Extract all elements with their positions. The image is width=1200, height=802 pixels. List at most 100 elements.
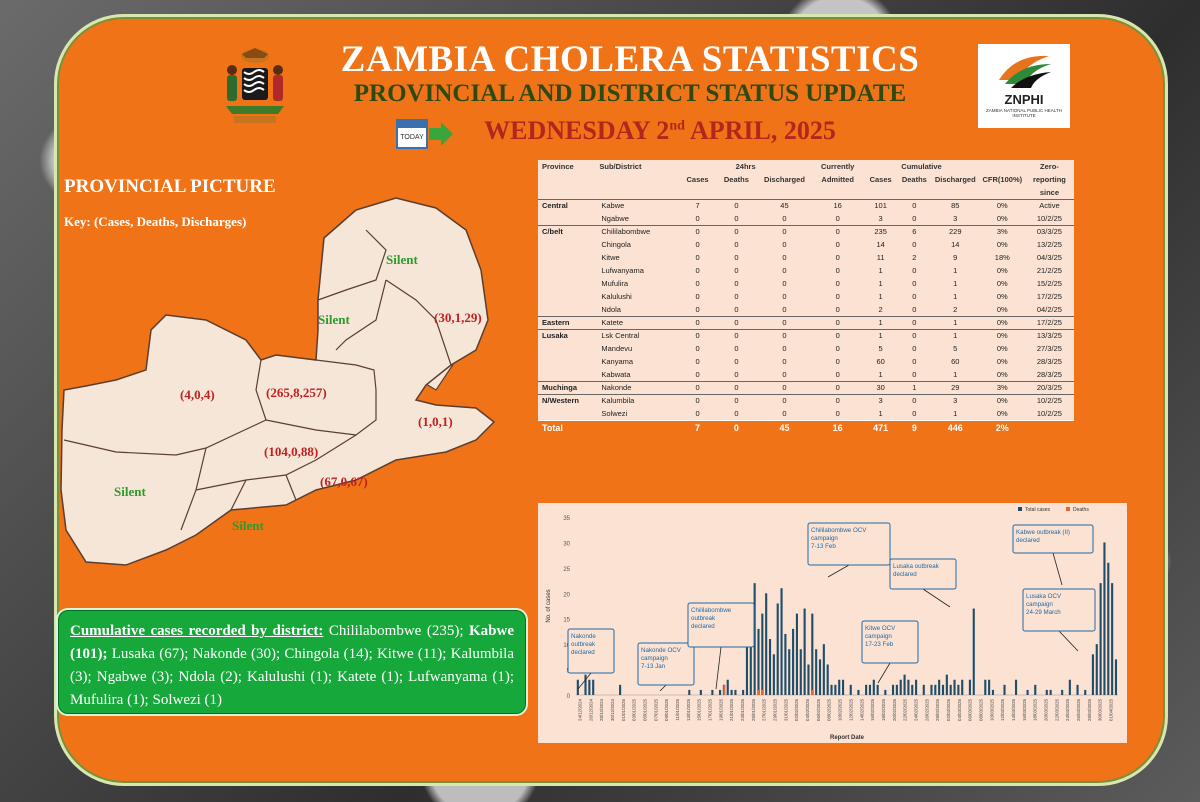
report-date: WEDNESDAY 2nd APRIL, 2025 [484, 116, 836, 145]
table-cell-zero: 04/3/25 [1024, 251, 1074, 264]
col-reporting: reporting [1024, 173, 1074, 186]
table-cell-cum-cases: 11 [863, 251, 898, 264]
table-cell-cum-discharged: 85 [930, 198, 980, 212]
table-cell-deaths: 0 [715, 315, 757, 329]
x-tick-label: 18/03/2025 [1033, 698, 1038, 721]
table-cell-province [538, 368, 600, 381]
annotation-text: declared [1016, 537, 1040, 544]
col-cases: Cases [679, 173, 716, 186]
bar-total-cases [761, 613, 764, 695]
table-cell-cum-cases: 1 [863, 368, 898, 381]
map-key: Key: (Cases, Deaths, Discharges) [64, 214, 247, 229]
page-subtitle: PROVINCIAL AND DISTRICT STATUS UPDATE [353, 80, 907, 107]
table-cell-cum-discharged: 3 [930, 393, 980, 407]
table-cell-deaths: 0 [715, 407, 757, 420]
bar-total-cases [1107, 562, 1110, 695]
bar-total-cases [768, 639, 772, 695]
zambia-province-map: Silent Silent (30,1,29) (4,0,4) (265,8,2… [60, 197, 496, 566]
table-cell-discharged: 0 [756, 238, 813, 251]
x-tick-label: 03/01/2025 [632, 698, 637, 721]
total-cell-cum-cases: 471 [863, 419, 898, 436]
x-tick-label: 21/01/2025 [729, 698, 734, 721]
table-row: Kalulushi 0 0 0 0 1 0 1 0% 17/2/25 [538, 290, 1074, 303]
table-cell-cases: 0 [679, 342, 716, 355]
x-tick-label: 12/02/2025 [848, 698, 853, 721]
bar-total-cases [745, 623, 749, 695]
table-row: Central Kabwe 7 0 45 16 101 0 85 0% Active [538, 198, 1074, 212]
table-cell-discharged: 0 [756, 315, 813, 329]
table-cell-discharged: 0 [756, 407, 813, 420]
table-cell-cum-deaths: 0 [898, 393, 931, 407]
x-tick-label: 05/01/2025 [642, 698, 647, 721]
bar-total-cases [803, 608, 806, 695]
bar-total-cases [922, 684, 925, 695]
table-cell-zero: 10/2/25 [1024, 212, 1074, 225]
annotation-arrow [922, 588, 951, 608]
table-cell-cum-discharged: 1 [930, 264, 980, 277]
bar-total-cases [930, 684, 933, 695]
table-cell-admitted: 0 [812, 251, 864, 264]
annotation-text: campaign [1026, 601, 1053, 608]
x-tick-label: 06/03/2025 [968, 698, 973, 721]
x-tick-label: 19/01/2025 [718, 698, 723, 721]
table-row: Mufulira 0 0 0 0 1 0 1 0% 15/2/25 [538, 277, 1074, 290]
table-cell-district: Chingola [599, 238, 680, 251]
table-cell-province [538, 303, 600, 316]
annotation-box [687, 602, 755, 648]
table-cell-district: Mandevu [599, 342, 680, 355]
table-cell-deaths: 0 [715, 224, 757, 238]
bar-total-cases [934, 684, 937, 695]
table-cell-cum-deaths: 0 [898, 328, 931, 342]
table-row: Ngabwe 0 0 0 0 3 0 3 0% 10/2/25 [538, 212, 1074, 225]
table-cell-province [538, 407, 600, 420]
today-calendar-icon: TODAY [396, 119, 453, 149]
bar-total-cases [849, 684, 852, 695]
bar-total-cases [1095, 644, 1098, 695]
table-cell-cases: 0 [679, 238, 716, 251]
table-cell-district: Lsk Central [599, 328, 680, 342]
table-cell-province [538, 355, 600, 368]
bar-total-cases [576, 679, 579, 695]
table-cell-cfr: 0% [979, 407, 1025, 420]
table-cell-cfr: 18% [979, 251, 1025, 264]
bar-total-cases [592, 679, 595, 695]
legend-swatch-total [1018, 507, 1022, 511]
bar-total-cases [1114, 659, 1118, 695]
bar-total-cases [1045, 689, 1048, 695]
table-row: Kitwe 0 0 0 0 11 2 9 18% 04/3/25 [538, 251, 1074, 264]
cumulative-text-1: Chililabombwe (235); [323, 623, 469, 639]
x-tick-label: 30/03/2025 [1098, 698, 1103, 721]
table-cell-cum-deaths: 1 [898, 380, 931, 394]
table-cell-district: Kabwe [599, 198, 680, 212]
table-cell-province [538, 277, 600, 290]
table-row: Lusaka Lsk Central 0 0 0 0 1 0 1 0% 13/3/25 [538, 328, 1074, 342]
table-cell-cfr: 0% [979, 315, 1025, 329]
annotation-arrow [577, 672, 592, 690]
bar-total-cases [1084, 689, 1087, 695]
table-cell-cum-discharged: 9 [930, 251, 980, 264]
table-cell-cum-deaths: 0 [898, 277, 931, 290]
table-cell-discharged: 0 [756, 328, 813, 342]
table-cell-cases: 0 [679, 251, 716, 264]
table-cell-district: Kanyama [599, 355, 680, 368]
table-cell-zero: 20/3/25 [1024, 380, 1074, 394]
col-sub-district: Sub/District [599, 160, 680, 173]
annotation-arrow [1052, 552, 1063, 586]
bar-deaths [761, 689, 764, 695]
bar-total-cases [1026, 689, 1029, 695]
today-icon-label: TODAY [400, 134, 424, 141]
table-cell-cases: 0 [679, 212, 716, 225]
table-cell-cum-deaths: 0 [898, 238, 931, 251]
x-tick-label: 01/01/2025 [621, 698, 626, 721]
bar-total-cases [988, 679, 991, 695]
annotation-text: 7-13 Jan [641, 663, 666, 670]
table-cell-cum-discharged: 60 [930, 355, 980, 368]
table-row: Chingola 0 0 0 0 14 0 14 0% 13/2/25 [538, 238, 1074, 251]
table-cell-district: Kabwata [599, 368, 680, 381]
table-cell-deaths: 0 [715, 198, 757, 212]
x-tick-label: 25/01/2025 [751, 698, 756, 721]
bar-total-cases [730, 689, 733, 695]
map-label-central: (104,0,88) [264, 444, 318, 459]
annotation-text: Nakonde [571, 633, 596, 640]
